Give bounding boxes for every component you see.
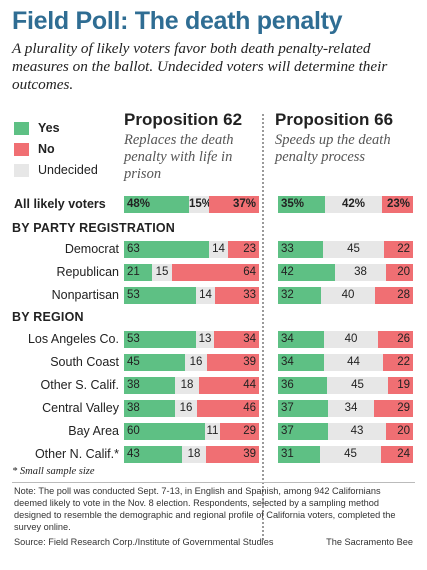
- prop62-header: Proposition 62 Replaces the death penalt…: [124, 110, 274, 183]
- page-title: Field Poll: The death penalty: [12, 7, 343, 35]
- prop66-bar-und: 45: [320, 446, 381, 463]
- legend-swatch-undecided: [14, 164, 29, 177]
- prop66-bar-yes: 42: [278, 264, 335, 281]
- prop62-bar-und: 18: [182, 446, 206, 463]
- row-label: Central Valley: [42, 401, 119, 415]
- prop66-bar-yes: 34: [278, 331, 324, 348]
- prop62-title: Proposition 62: [124, 110, 243, 129]
- legend-label-no: No: [38, 142, 55, 156]
- prop62-bar-und: 18: [175, 377, 199, 394]
- row-label: Los Angeles Co.: [27, 332, 119, 346]
- prop66-bar-no: 19: [388, 377, 413, 394]
- prop62-bar-und: 14: [209, 241, 228, 258]
- note-text: Note: The poll was conducted Sept. 7-13,…: [14, 486, 396, 532]
- prop62-bar-no: 39: [207, 354, 259, 371]
- prop62-bar-no: 39: [206, 446, 259, 463]
- prop66-bar-yes: 35%: [278, 196, 325, 213]
- prop66-bar-yes: 33: [278, 241, 323, 258]
- row-label: South Coast: [50, 355, 119, 369]
- row-label: All likely voters: [14, 197, 106, 211]
- prop62-bar-yes: 38: [124, 400, 175, 417]
- prop62-bar-no: 33: [215, 287, 259, 304]
- prop62-bar-und: 13: [196, 331, 214, 348]
- prop66-bar-no: 24: [381, 446, 413, 463]
- prop66-bar-und: 45: [327, 377, 388, 394]
- prop62-description: Replaces the death penalty with life in …: [124, 132, 234, 182]
- legend-label-undecided: Undecided: [38, 163, 98, 177]
- prop66-bar-yes: 31: [278, 446, 320, 463]
- prop62-bar-no: 44: [199, 377, 259, 394]
- divider-line: [12, 482, 415, 483]
- row-label: Other N. Calif.*: [34, 447, 119, 461]
- prop62-bar-yes: 21: [124, 264, 152, 281]
- prop66-bar-no: 23%: [382, 196, 413, 213]
- prop62-bar-und: 11: [205, 423, 220, 440]
- prop62-bar-no: 34: [214, 331, 259, 348]
- prop62-bar-no: 37%: [209, 196, 259, 213]
- prop66-bar-yes: 37: [278, 423, 328, 440]
- prop66-bar-und: 43: [328, 423, 386, 440]
- prop66-bar-no: 28: [375, 287, 413, 304]
- prop62-bar-und: 16: [185, 354, 207, 371]
- row-label: Democrat: [64, 242, 119, 256]
- section-party: BY PARTY REGISTRATION: [12, 221, 176, 235]
- prop66-bar-und: 40: [321, 287, 375, 304]
- prop66-bar-no: 22: [384, 241, 413, 258]
- row-label: Bay Area: [68, 424, 119, 438]
- prop62-bar-no: 23: [228, 241, 259, 258]
- prop66-bar-yes: 37: [278, 400, 328, 417]
- prop66-bar-no: 26: [378, 331, 413, 348]
- prop66-bar-yes: 32: [278, 287, 321, 304]
- row-label: Other S. Calif.: [40, 378, 120, 392]
- legend-swatch-yes: [14, 122, 29, 135]
- prop66-bar-und: 40: [324, 331, 378, 348]
- prop62-bar-yes: 45: [124, 354, 185, 371]
- prop66-bar-und: 45: [323, 241, 384, 258]
- row-label: Republican: [56, 265, 119, 279]
- source-text: Source: Field Research Corp./Institute o…: [14, 537, 274, 547]
- prop62-bar-yes: 60: [124, 423, 205, 440]
- row-label: Nonpartisan: [51, 288, 119, 302]
- prop62-bar-und: 15%: [189, 196, 212, 213]
- prop62-bar-und: 16: [175, 400, 197, 417]
- prop66-bar-und: 38: [335, 264, 386, 281]
- prop62-bar-yes: 48%: [124, 196, 189, 213]
- prop66-header: Proposition 66 Speeds up the death penal…: [275, 110, 425, 166]
- column-divider: [262, 114, 266, 540]
- prop62-bar-no: 64: [172, 264, 259, 281]
- prop66-bar-no: 20: [386, 264, 413, 281]
- prop62-bar-und: 15: [152, 264, 172, 281]
- prop62-bar-yes: 63: [124, 241, 209, 258]
- prop66-bar-und: 34: [328, 400, 374, 417]
- prop66-bar-no: 20: [386, 423, 413, 440]
- prop66-bar-yes: 34: [278, 354, 324, 371]
- prop66-bar-yes: 36: [278, 377, 327, 394]
- prop62-bar-und: 14: [196, 287, 215, 304]
- legend-label-yes: Yes: [38, 121, 60, 135]
- prop66-bar-no: 29: [374, 400, 413, 417]
- prop62-bar-yes: 38: [124, 377, 175, 394]
- prop66-bar-no: 22: [383, 354, 413, 371]
- prop66-bar-und: 42%: [325, 196, 382, 213]
- prop62-bar-no: 29: [220, 423, 259, 440]
- legend-swatch-no: [14, 143, 29, 156]
- prop66-title: Proposition 66: [275, 110, 394, 129]
- prop62-bar-yes: 53: [124, 287, 196, 304]
- prop66-description: Speeds up the death penalty process: [275, 132, 391, 165]
- prop62-bar-no: 46: [197, 400, 259, 417]
- credit-text: The Sacramento Bee: [326, 537, 413, 547]
- prop66-bar-und: 44: [324, 354, 383, 371]
- prop62-bar-yes: 53: [124, 331, 196, 348]
- subtitle: A plurality of likely voters favor both …: [12, 40, 388, 93]
- prop62-bar-yes: 43: [124, 446, 182, 463]
- footnote: * Small sample size: [12, 466, 95, 477]
- section-region: BY REGION: [12, 310, 84, 324]
